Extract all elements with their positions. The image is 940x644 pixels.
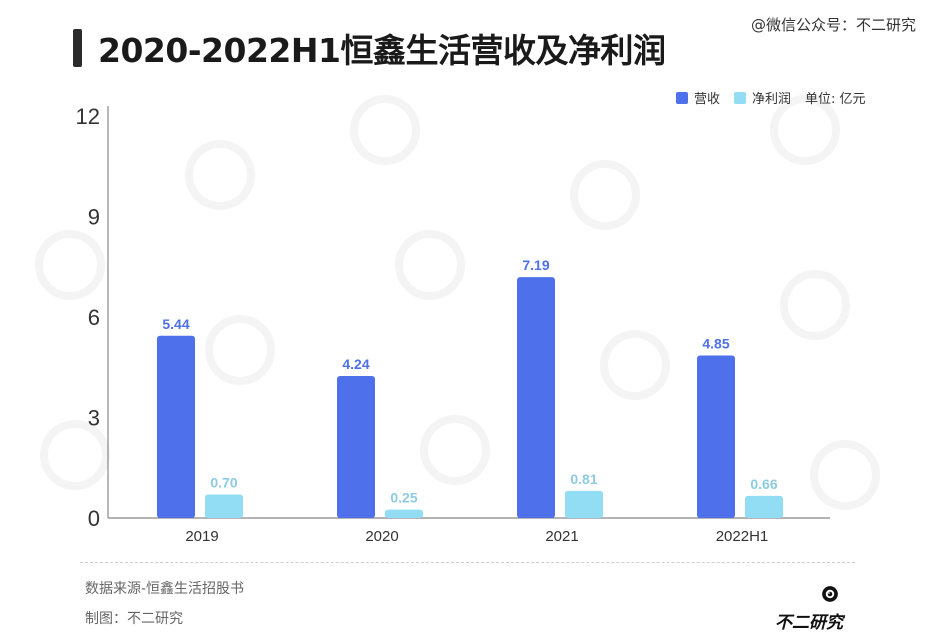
data-label: 7.19 — [522, 257, 549, 273]
watermark-logo-7 — [205, 315, 275, 385]
chart-title: 2020-2022H1恒鑫生活营收及净利润 — [98, 31, 666, 70]
data-label: 0.81 — [570, 471, 597, 487]
title-accent-bar — [73, 29, 82, 67]
watermark-logo-12 — [810, 440, 880, 510]
bar-net-profit-2022H1 — [745, 495, 783, 518]
watermark-logo-9 — [780, 270, 850, 340]
legend-swatch-revenue — [676, 91, 688, 104]
x-tick-label: 2019 — [185, 528, 218, 545]
bar-net-profit-2020 — [385, 509, 423, 518]
data-label: 4.24 — [342, 356, 369, 372]
watermark-logo-8 — [600, 330, 670, 400]
y-tick-label: 9 — [88, 205, 100, 230]
watermark-logo-2 — [185, 140, 255, 210]
bar-net-profit-2021 — [565, 490, 603, 518]
data-label: 0.25 — [390, 490, 417, 506]
y-tick-label: 12 — [76, 104, 100, 129]
watermark-logo-1 — [350, 95, 420, 165]
x-tick-label: 2022H1 — [716, 528, 769, 545]
watermark-logo-4 — [35, 230, 105, 300]
bar-net-profit-2019 — [205, 494, 243, 518]
watermark-logo-5 — [395, 230, 465, 300]
brand-label: 不二研究 — [775, 613, 843, 633]
legend-item-revenue: 营收 — [676, 88, 720, 107]
legend-swatch-net-profit — [734, 91, 747, 104]
watermark-text: @微信公众号：不二研究 — [750, 16, 916, 34]
bar-revenue-2020 — [337, 375, 375, 518]
watermark-logo-11 — [420, 415, 490, 485]
legend-label-revenue: 营收 — [694, 92, 721, 107]
bar-revenue-2019 — [157, 335, 195, 518]
legend-item-net-profit: 净利润 — [734, 88, 791, 107]
x-tick-label: 2021 — [545, 528, 578, 545]
watermark-logo-6 — [770, 95, 840, 165]
footer-divider — [80, 562, 855, 563]
data-label: 0.66 — [750, 476, 777, 492]
y-tick-label: 3 — [88, 406, 100, 431]
x-tick-label: 2020 — [365, 528, 398, 545]
y-tick-label: 0 — [88, 506, 100, 531]
legend: 营收 净利润 单位: 亿元 — [676, 88, 866, 107]
data-label: 4.85 — [702, 336, 729, 352]
brand-logo-icon — [822, 586, 838, 602]
data-label: 0.70 — [210, 475, 237, 491]
data-source: 数据来源-恒鑫生活招股书 — [85, 581, 245, 597]
watermark-logo-10 — [40, 420, 110, 490]
bar-revenue-2022H1 — [697, 355, 735, 518]
chart-author: 制图：不二研究 — [85, 611, 183, 627]
legend-label-net-profit: 净利润 — [752, 92, 792, 107]
bar-revenue-2021 — [517, 277, 555, 518]
data-label: 5.44 — [162, 316, 189, 332]
legend-unit: 单位: 亿元 — [805, 92, 866, 107]
y-tick-label: 6 — [88, 305, 100, 330]
watermark-logo-3 — [570, 160, 640, 230]
